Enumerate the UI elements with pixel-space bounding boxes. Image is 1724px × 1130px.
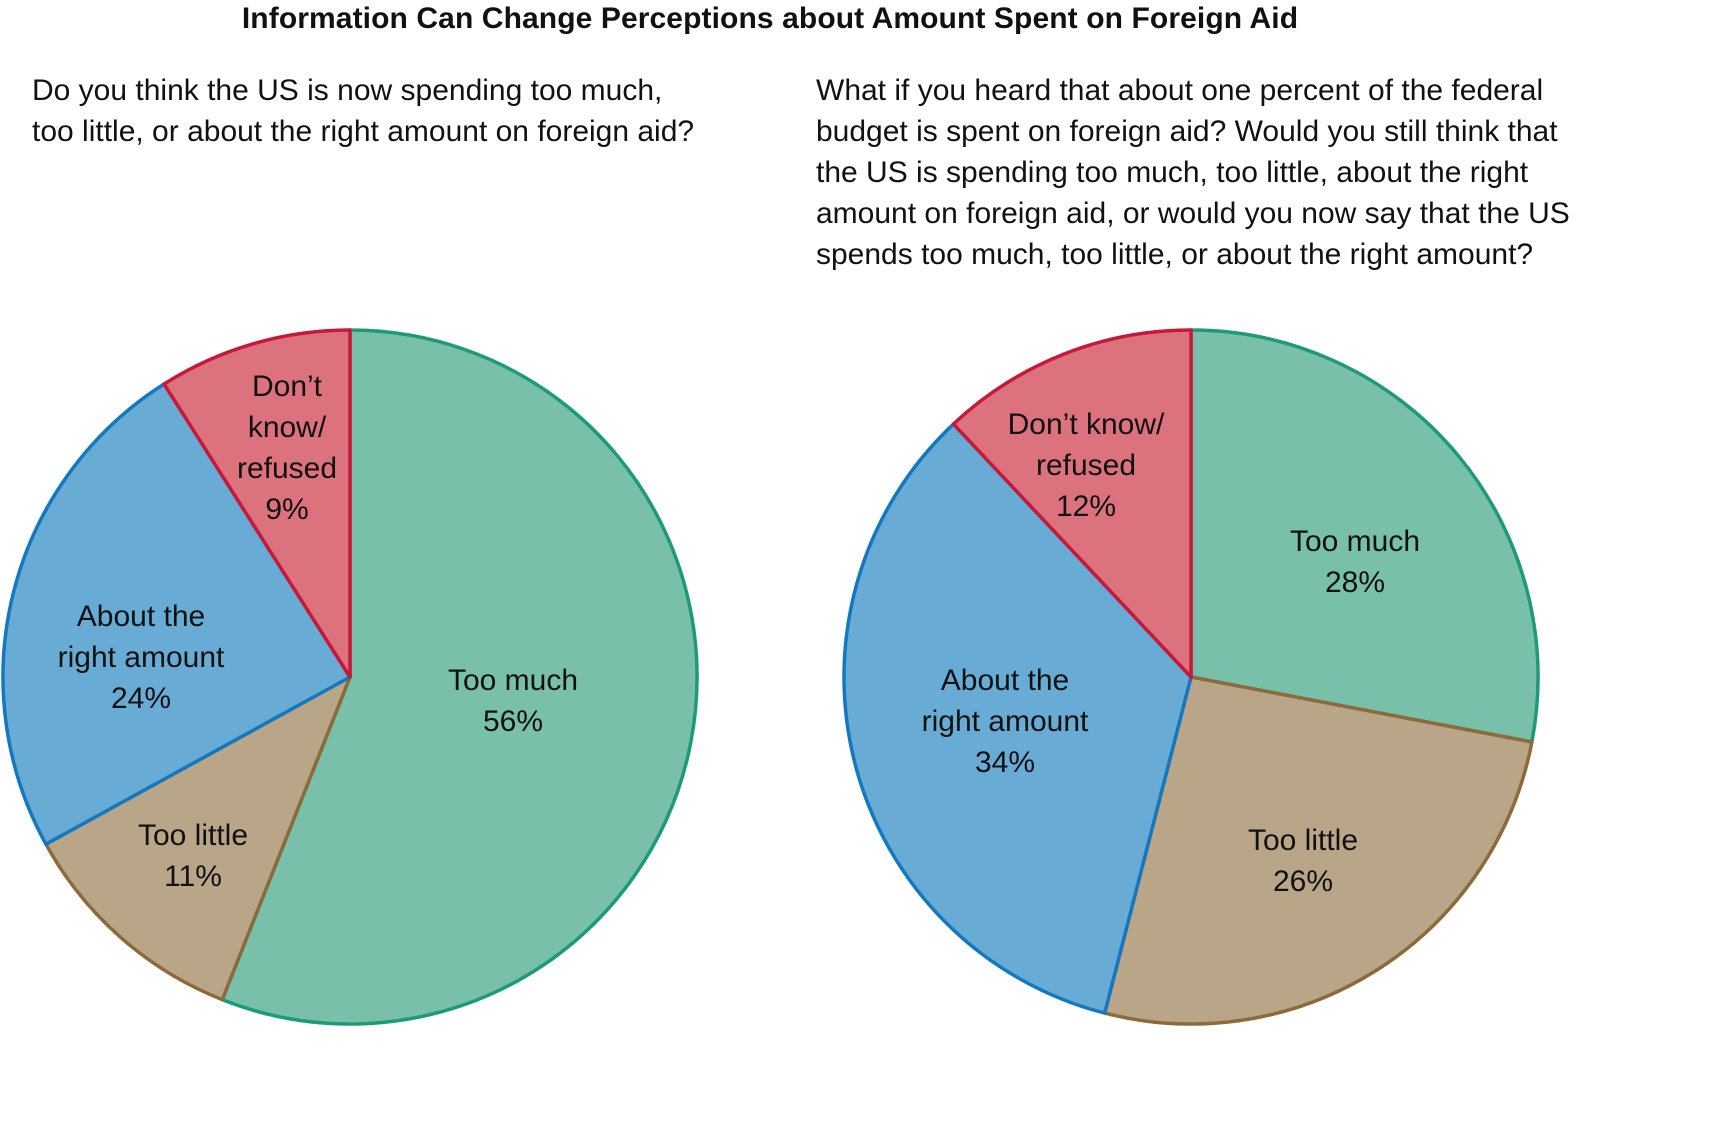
pie-chart-after: Too much 28% Too little 26% About the right a… — [842, 328, 1540, 1026]
chart-title: Information Can Change Perceptions about… — [241, 2, 1299, 35]
label-dont-know: Don’t know/refused 9% — [237, 370, 337, 526]
label-about-right: About the right amount 24% — [58, 600, 225, 715]
slice-dont-know — [162, 328, 352, 679]
question-right: What if you heard that about one percent… — [816, 74, 1570, 271]
slice-too-much — [1189, 328, 1540, 744]
slice-about-right — [1, 382, 352, 846]
label-about-right: About the right amount 34% — [922, 664, 1089, 779]
label-too-little: Too little 11% — [138, 819, 248, 893]
label-too-little: Too little 26% — [1248, 824, 1358, 898]
question-left: Do you think the US is now spending too … — [32, 74, 695, 148]
label-dont-know: Don’t know/refused 12% — [1008, 408, 1165, 523]
label-too-much: Too much 28% — [1290, 525, 1420, 599]
slice-too-little — [44, 675, 352, 1002]
slice-dont-know — [951, 328, 1193, 679]
pie-chart-before: Too much 56% Too little 11% About the right a… — [1, 328, 699, 1026]
label-too-much: Too much 56% — [448, 664, 578, 738]
slice-too-little — [1102, 675, 1534, 1026]
slice-about-right — [842, 422, 1193, 1015]
slice-too-much — [220, 328, 699, 1026]
